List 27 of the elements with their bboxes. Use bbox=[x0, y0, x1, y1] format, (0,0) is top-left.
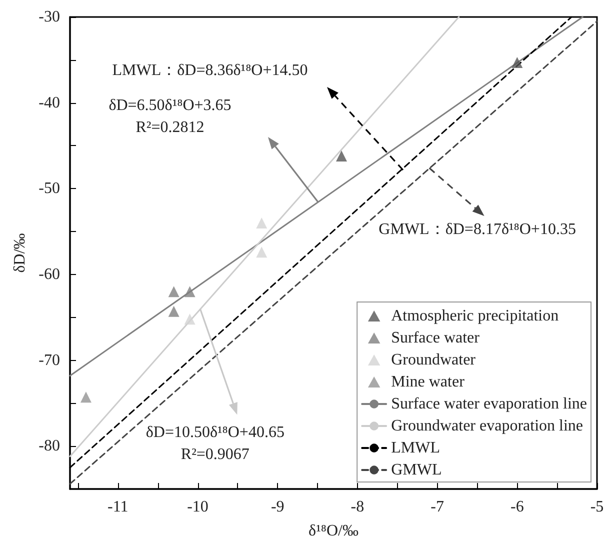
y-tick-label: -80 bbox=[38, 438, 60, 455]
x-tick-label: -6 bbox=[510, 498, 524, 516]
annotation: δD=10.50δ¹⁸O+40.65 R²=0.9067 bbox=[146, 424, 284, 463]
y-tick-label: -30 bbox=[38, 8, 60, 26]
x-tick-label: -9 bbox=[270, 498, 284, 516]
legend-label: GMWL bbox=[391, 462, 442, 478]
y-tick-label: -40 bbox=[38, 94, 60, 112]
y-tick-label: -60 bbox=[38, 266, 60, 283]
y-tick-label: -70 bbox=[38, 352, 60, 369]
annotation: δD=6.50δ¹⁸O+3.65 R²=0.2812 bbox=[108, 97, 232, 136]
y-tick-label: -50 bbox=[38, 180, 60, 198]
legend-label: Atmospheric precipitation bbox=[391, 308, 559, 324]
x-axis-title: δ¹⁸O/‰ bbox=[308, 522, 358, 540]
y-axis-title: δD/‰ bbox=[11, 233, 28, 273]
x-tick-label: -8 bbox=[350, 498, 364, 516]
legend-label: LMWL bbox=[391, 440, 440, 456]
x-tick-label: -11 bbox=[108, 498, 128, 516]
x-tick-label: -10 bbox=[187, 498, 208, 516]
legend-label: Surface water bbox=[391, 330, 480, 346]
legend-label: Surface water evaporation line bbox=[391, 396, 587, 412]
x-tick-label: -5 bbox=[590, 498, 604, 516]
annotation: LMWL：δD=8.36δ¹⁸O+14.50 bbox=[112, 62, 308, 79]
legend-label: Mine water bbox=[391, 374, 466, 390]
x-tick-label: -7 bbox=[430, 498, 444, 516]
legend-label: Groundwater evaporation line bbox=[391, 418, 584, 434]
legend-label: Groundwater bbox=[391, 352, 476, 368]
annotation: GMWL：δD=8.17δ¹⁸O+10.35 bbox=[378, 221, 576, 238]
